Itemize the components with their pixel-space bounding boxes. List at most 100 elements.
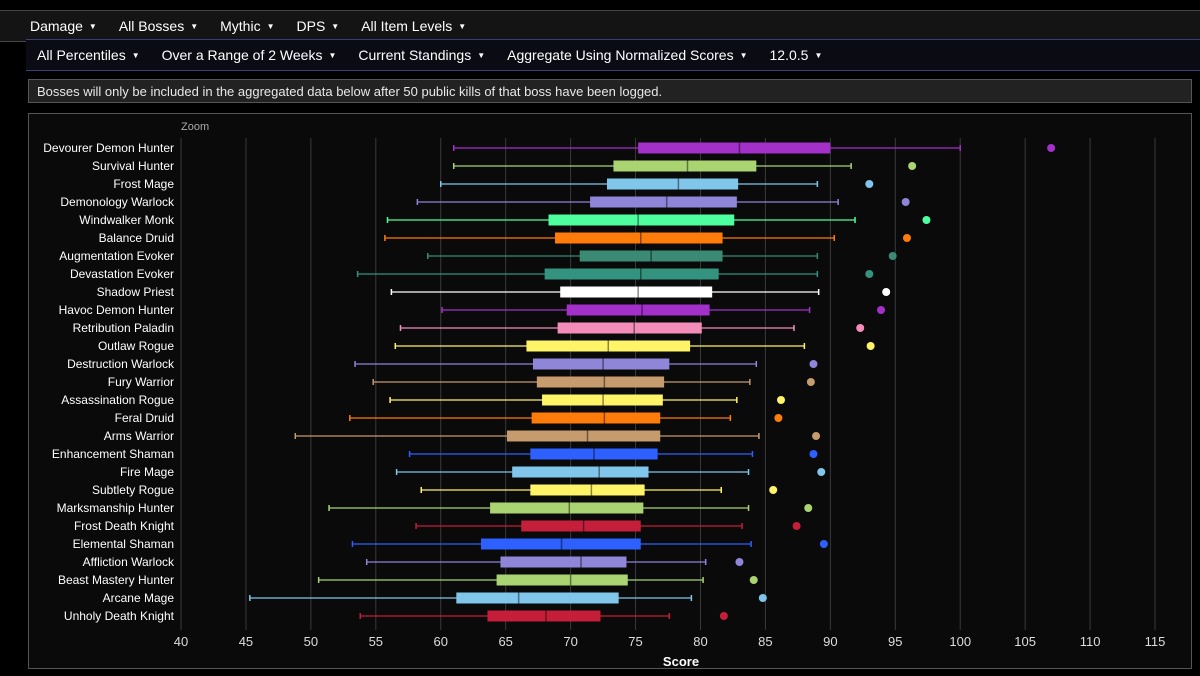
iqr-box[interactable] — [532, 358, 670, 370]
x-tick-label: 95 — [888, 634, 902, 649]
x-tick-label: 80 — [693, 634, 707, 649]
dropdown-range[interactable]: Over a Range of 2 Weeks ▼ — [161, 47, 337, 63]
spec-label: Demonology Warlock — [60, 195, 175, 209]
outlier-point[interactable] — [888, 252, 897, 260]
x-tick-label: 55 — [369, 634, 383, 649]
spec-label: Marksmanship Hunter — [57, 501, 174, 515]
outlier-point[interactable] — [719, 612, 728, 620]
chevron-down-icon: ▼ — [331, 22, 340, 31]
outlier-point[interactable] — [908, 162, 917, 170]
iqr-box[interactable] — [512, 466, 649, 478]
spec-label: Shadow Priest — [97, 285, 175, 299]
iqr-box[interactable] — [566, 304, 710, 316]
iqr-box[interactable] — [548, 214, 735, 226]
dropdown-percentiles[interactable]: All Percentiles ▼ — [37, 47, 140, 63]
outlier-point[interactable] — [922, 216, 931, 224]
outlier-point[interactable] — [856, 324, 865, 332]
iqr-box[interactable] — [579, 250, 723, 262]
filter-bar-primary: Damage ▼ All Bosses ▼ Mythic ▼ DPS ▼ All Ite… — [0, 10, 1200, 42]
iqr-box[interactable] — [531, 412, 661, 424]
spec-label: Feral Druid — [115, 411, 174, 425]
iqr-box[interactable] — [526, 340, 691, 352]
dropdown-role[interactable]: DPS ▼ — [296, 18, 340, 34]
iqr-box[interactable] — [506, 430, 661, 442]
dropdown-difficulty[interactable]: Mythic ▼ — [220, 18, 275, 34]
iqr-box[interactable] — [496, 574, 628, 586]
iqr-box[interactable] — [530, 484, 645, 496]
outlier-point[interactable] — [809, 360, 818, 368]
outlier-point[interactable] — [758, 594, 767, 602]
outlier-point[interactable] — [749, 576, 758, 584]
iqr-box[interactable] — [560, 286, 713, 298]
spec-label: Retribution Paladin — [73, 321, 174, 335]
x-tick-label: 40 — [174, 634, 188, 649]
outlier-point[interactable] — [902, 234, 911, 242]
outlier-point[interactable] — [777, 396, 785, 404]
spec-label: Frost Mage — [113, 177, 174, 191]
outlier-point[interactable] — [877, 306, 885, 314]
zoom-label[interactable]: Zoom — [181, 121, 209, 133]
iqr-box[interactable] — [490, 502, 644, 514]
spec-label: Devastation Evoker — [70, 267, 174, 281]
iqr-box[interactable] — [487, 610, 601, 622]
iqr-box[interactable] — [481, 538, 641, 550]
spec-label: Unholy Death Knight — [64, 609, 175, 623]
x-tick-label: 70 — [563, 634, 577, 649]
outlier-point[interactable] — [865, 270, 874, 278]
dropdown-item-levels[interactable]: All Item Levels ▼ — [361, 18, 467, 34]
iqr-box[interactable] — [606, 178, 739, 190]
outlier-point[interactable] — [774, 414, 783, 422]
outlier-point[interactable] — [769, 486, 778, 494]
boxplot-chart: Zoom 40 45 50 55 60 65 70 75 80 85 90 95 100 105 110 115… — [28, 113, 1192, 669]
iqr-box[interactable] — [544, 268, 719, 280]
outlier-point[interactable] — [817, 468, 826, 476]
spec-label: Arcane Mage — [103, 591, 175, 605]
outlier-point[interactable] — [1047, 144, 1056, 152]
outlier-point[interactable] — [792, 522, 801, 530]
iqr-box[interactable] — [542, 394, 663, 406]
outlier-point[interactable] — [806, 378, 815, 386]
dropdown-bosses[interactable]: All Bosses ▼ — [118, 18, 199, 34]
dropdown-aggregate[interactable]: Aggregate Using Normalized Scores ▼ — [507, 47, 748, 63]
outlier-point[interactable] — [804, 504, 813, 512]
chevron-down-icon: ▼ — [131, 51, 140, 60]
iqr-box[interactable] — [500, 556, 627, 568]
iqr-box[interactable] — [557, 322, 702, 334]
iqr-box[interactable] — [530, 448, 658, 460]
chevron-down-icon: ▼ — [190, 22, 199, 31]
spec-label: Arms Warrior — [104, 429, 174, 443]
spec-label: Affliction Warlock — [83, 555, 175, 569]
spec-label: Survival Hunter — [92, 159, 174, 173]
spec-label: Frost Death Knight — [74, 519, 175, 533]
spec-label: Subtlety Rogue — [92, 483, 174, 497]
outlier-point[interactable] — [866, 342, 875, 350]
outlier-point[interactable] — [735, 558, 744, 566]
iqr-box[interactable] — [521, 520, 641, 532]
iqr-box[interactable] — [456, 592, 619, 604]
outlier-point[interactable] — [865, 180, 874, 188]
dropdown-metric[interactable]: Damage ▼ — [30, 18, 97, 34]
x-tick-label: 105 — [1014, 634, 1036, 649]
outlier-point[interactable] — [882, 288, 891, 296]
iqr-box[interactable] — [555, 232, 723, 244]
outlier-point[interactable] — [901, 198, 910, 206]
spec-label: Enhancement Shaman — [52, 447, 174, 461]
notice-banner: Bosses will only be included in the aggr… — [28, 79, 1192, 103]
iqr-box[interactable] — [638, 142, 831, 154]
chart-svg: Zoom 40 45 50 55 60 65 70 75 80 85 90 95 100 105 110 115… — [43, 121, 1165, 669]
iqr-box[interactable] — [613, 160, 757, 172]
spec-label: Havoc Demon Hunter — [59, 303, 174, 317]
dropdown-patch[interactable]: 12.0.5 ▼ — [769, 47, 823, 63]
chevron-down-icon: ▼ — [739, 51, 748, 60]
outlier-point[interactable] — [809, 450, 818, 458]
outlier-point[interactable] — [819, 540, 828, 548]
x-tick-label: 65 — [498, 634, 512, 649]
iqr-box[interactable] — [536, 376, 665, 388]
dropdown-standings[interactable]: Current Standings ▼ — [358, 47, 486, 63]
outlier-point[interactable] — [812, 432, 821, 440]
spec-label: Fury Warrior — [108, 375, 174, 389]
x-tick-label: 45 — [239, 634, 253, 649]
spec-label: Assassination Rogue — [61, 393, 174, 407]
spec-label: Devourer Demon Hunter — [43, 141, 174, 155]
iqr-box[interactable] — [590, 196, 737, 208]
